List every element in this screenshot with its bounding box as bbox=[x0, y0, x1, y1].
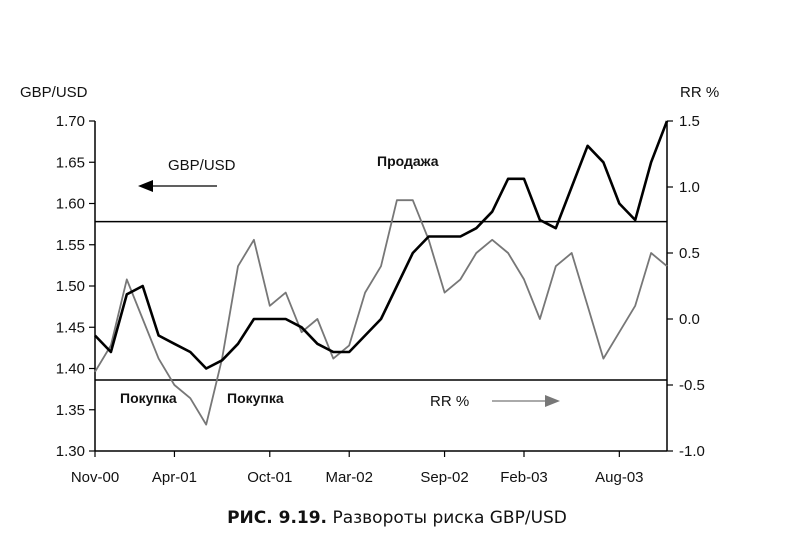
rr-series-label: RR % bbox=[430, 393, 469, 410]
left-tick-label: 1.50 bbox=[56, 278, 85, 295]
figure-number: РИС. 9.19. bbox=[227, 508, 328, 528]
right-tick-label: 0.5 bbox=[679, 245, 700, 262]
x-tick-label: Mar-02 bbox=[325, 469, 373, 486]
left-tick-label: 1.65 bbox=[56, 154, 85, 171]
x-tick-label: Apr-01 bbox=[152, 469, 197, 486]
left-tick-label: 1.35 bbox=[56, 402, 85, 419]
gbp-usd-series-line bbox=[94, 120, 669, 370]
right-arrow-icon bbox=[492, 395, 560, 407]
figure-caption: РИС. 9.19. Развороты риска GBP/USD bbox=[0, 508, 794, 528]
rr-series-line bbox=[94, 199, 668, 426]
left-axis-title: GBP/USD bbox=[20, 84, 88, 101]
sell-annotation: Продажа bbox=[377, 153, 439, 169]
x-tick-label: Sep-02 bbox=[420, 469, 468, 486]
left-tick-label: 1.55 bbox=[56, 237, 85, 254]
right-tick-label: 0.0 bbox=[679, 311, 700, 328]
figure-caption-text: Развороты риска GBP/USD bbox=[332, 508, 567, 528]
gbp-series-label: GBP/USD bbox=[168, 157, 236, 174]
left-tick-label: 1.40 bbox=[56, 361, 85, 378]
left-tick-label: 1.70 bbox=[56, 113, 85, 130]
chart: GBP/USD RR % 1.70 1.65 1.60 1.55 1.50 1.45 1.4… bbox=[20, 84, 719, 486]
buy-annotation-1: Покупка bbox=[120, 390, 177, 406]
left-axis-ticks: 1.70 1.65 1.60 1.55 1.50 1.45 1.40 1.35 1.30 bbox=[56, 113, 95, 460]
right-tick-label: -0.5 bbox=[679, 377, 705, 394]
x-tick-label: Aug-03 bbox=[595, 469, 643, 486]
left-tick-label: 1.30 bbox=[56, 443, 85, 460]
reference-lines bbox=[95, 220, 667, 381]
left-arrow-icon bbox=[138, 180, 217, 192]
x-tick-label: Feb-03 bbox=[500, 469, 548, 486]
x-tick-label: Nov-00 bbox=[71, 469, 119, 486]
left-tick-label: 1.60 bbox=[56, 196, 85, 213]
right-axis-title: RR % bbox=[680, 84, 719, 101]
left-tick-label: 1.45 bbox=[56, 319, 85, 336]
x-axis-ticks: Nov-00 Apr-01 Oct-01 Mar-02 Sep-02 Feb-03 Aug-… bbox=[71, 451, 644, 486]
x-tick-label: Oct-01 bbox=[247, 469, 292, 486]
right-tick-label: 1.0 bbox=[679, 179, 700, 196]
right-tick-label: 1.5 bbox=[679, 113, 700, 130]
right-tick-label: -1.0 bbox=[679, 443, 705, 460]
buy-annotation-2: Покупка bbox=[227, 390, 284, 406]
series-group bbox=[94, 120, 669, 426]
right-axis-ticks: 1.5 1.0 0.5 0.0 -0.5 -1.0 bbox=[667, 113, 705, 460]
